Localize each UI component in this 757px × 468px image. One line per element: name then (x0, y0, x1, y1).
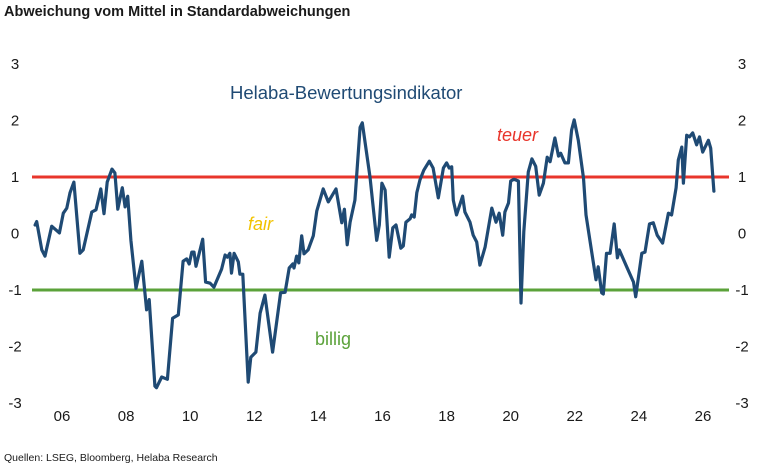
annotation-fair: fair (248, 214, 274, 234)
series-label: Helaba-Bewertungsindikator (230, 82, 462, 103)
x-tick-label: 26 (695, 408, 712, 425)
y-tick-label-left: 1 (11, 169, 19, 186)
x-tick-label: 06 (54, 408, 71, 425)
x-tick-label: 12 (246, 408, 263, 425)
y-axis-right: 3 2 1 0 -1 -2 -3 (735, 56, 748, 412)
x-tick-label: 16 (374, 408, 391, 425)
y-tick-label-left: 3 (11, 56, 19, 73)
y-tick-label-right: 0 (738, 226, 746, 243)
y-tick-label-left: -3 (8, 395, 21, 412)
x-tick-label: 24 (631, 408, 648, 425)
y-tick-label-left: -1 (8, 282, 21, 299)
annotation-billig: billig (315, 329, 351, 349)
x-axis: 06 08 10 12 14 16 18 20 22 24 26 (54, 408, 712, 425)
x-tick-label: 22 (566, 408, 583, 425)
series-line-helaba-bewertungsindikator (33, 118, 716, 390)
x-tick-label: 14 (310, 408, 327, 425)
y-axis-left: 3 2 1 0 -1 -2 -3 (8, 56, 21, 412)
x-tick-label: 18 (438, 408, 455, 425)
y-tick-label-left: 2 (11, 113, 19, 130)
y-tick-label-right: 3 (738, 56, 746, 73)
y-tick-label-right: -2 (735, 339, 748, 356)
y-tick-label-right: 1 (738, 169, 746, 186)
source-note: Quellen: LSEG, Bloomberg, Helaba Researc… (4, 452, 218, 464)
y-tick-label-right: -1 (735, 282, 748, 299)
x-tick-label: 08 (118, 408, 135, 425)
chart-title: Abweichung vom Mittel in Standardabweich… (4, 4, 351, 20)
y-tick-label-left: -2 (8, 339, 21, 356)
y-tick-label-right: -3 (735, 395, 748, 412)
annotation-teuer: teuer (497, 125, 539, 145)
x-tick-label: 20 (502, 408, 519, 425)
y-tick-label-left: 0 (11, 226, 19, 243)
y-tick-label-right: 2 (738, 113, 746, 130)
x-tick-label: 10 (182, 408, 199, 425)
